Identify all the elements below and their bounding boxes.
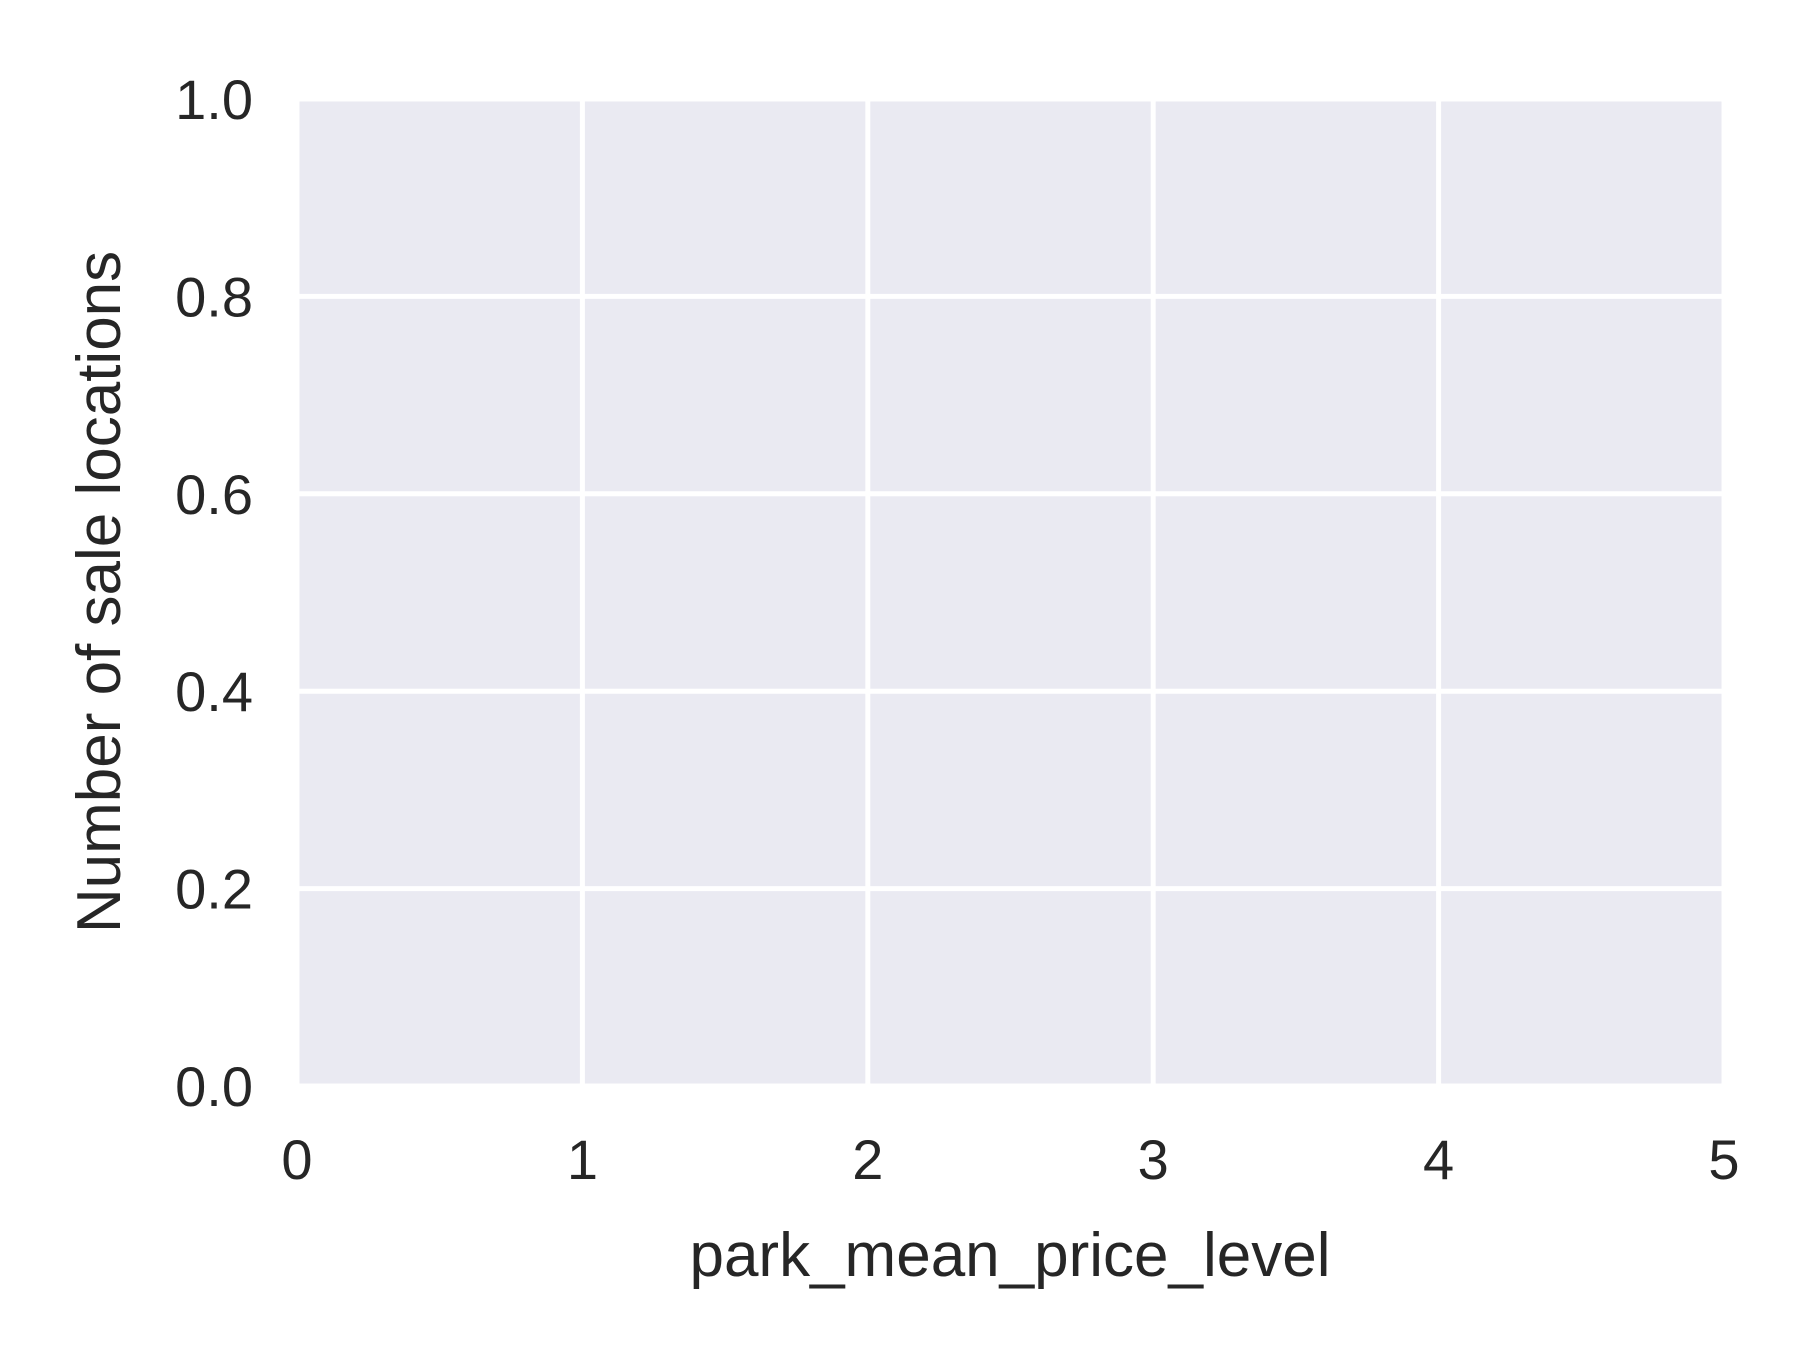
- plot-area: [297, 99, 1724, 1086]
- y-tick-label: 0.2: [175, 858, 253, 921]
- y-tick-label: 0.6: [175, 463, 253, 526]
- y-tick-label: 1.0: [175, 68, 253, 131]
- x-tick-label: 1: [567, 1128, 598, 1191]
- grid-lines: [294, 96, 1727, 1089]
- x-tick-label: 3: [1138, 1128, 1169, 1191]
- y-axis-label: Number of sale locations: [65, 251, 134, 933]
- y-tick-labels: 0.0 0.2 0.4 0.6 0.8 1.0: [175, 68, 253, 1118]
- x-tick-label: 2: [852, 1128, 883, 1191]
- y-tick-label: 0.8: [175, 265, 253, 328]
- x-axis-label: park_mean_price_level: [689, 1221, 1330, 1290]
- y-tick-label: 0.4: [175, 660, 253, 723]
- x-tick-labels: 0 1 2 3 4 5: [281, 1128, 1739, 1191]
- y-tick-label: 0.0: [175, 1055, 253, 1118]
- x-tick-label: 4: [1423, 1128, 1454, 1191]
- x-tick-label: 5: [1708, 1128, 1739, 1191]
- x-tick-label: 0: [281, 1128, 312, 1191]
